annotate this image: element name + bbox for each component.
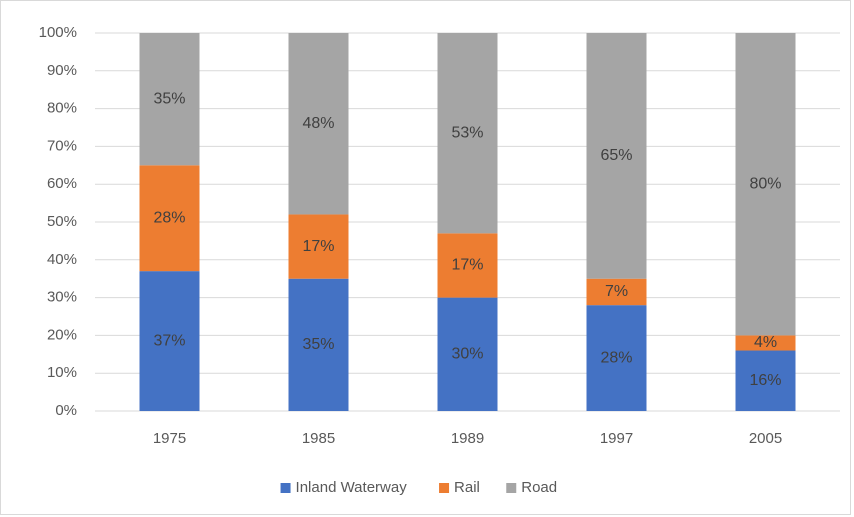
y-tick-label: 90% — [47, 62, 77, 79]
data-label: 48% — [302, 115, 334, 132]
legend-label: Rail — [454, 479, 480, 496]
data-label: 7% — [605, 283, 628, 300]
x-tick-label: 1985 — [302, 430, 335, 447]
data-label: 4% — [754, 334, 777, 351]
data-label: 17% — [451, 257, 483, 274]
bar-segment — [139, 33, 200, 166]
y-tick-label: 100% — [39, 24, 77, 41]
data-label: 35% — [153, 90, 185, 107]
x-tick-label: 1989 — [451, 430, 484, 447]
y-tick-label: 30% — [47, 289, 77, 306]
x-tick-label: 1997 — [600, 430, 633, 447]
x-tick-label: 2005 — [749, 430, 782, 447]
legend-label: Road — [521, 479, 557, 496]
bar-segment — [586, 305, 647, 411]
data-label: 35% — [302, 336, 334, 353]
bar-segment — [586, 33, 647, 279]
data-label: 37% — [153, 332, 185, 349]
legend-swatch — [506, 483, 517, 493]
y-tick-label: 10% — [47, 364, 77, 381]
data-label: 17% — [302, 238, 334, 255]
legend-swatch — [280, 483, 291, 493]
bar-segment — [139, 165, 200, 272]
data-label: 28% — [600, 349, 632, 366]
y-tick-label: 60% — [47, 175, 77, 192]
bar-segment — [437, 297, 498, 411]
y-tick-label: 50% — [47, 213, 77, 230]
bar-segment — [586, 278, 647, 306]
bar-segment — [735, 335, 796, 351]
bar-segment — [288, 214, 349, 279]
bar-segment — [139, 271, 200, 411]
data-label: 65% — [600, 147, 632, 164]
y-tick-label: 20% — [47, 326, 77, 343]
data-label: 80% — [749, 175, 781, 192]
bar-segment — [288, 278, 349, 411]
data-label: 16% — [749, 372, 781, 389]
data-label: 28% — [153, 209, 185, 226]
bar-segment — [735, 350, 796, 411]
data-label: 53% — [451, 124, 483, 141]
bar-segment — [437, 233, 498, 298]
data-label: 30% — [451, 346, 483, 363]
y-tick-label: 40% — [47, 251, 77, 268]
x-tick-label: 1975 — [153, 430, 186, 447]
y-tick-label: 80% — [47, 100, 77, 117]
y-tick-label: 0% — [55, 402, 77, 419]
bar-segment — [735, 33, 796, 336]
legend-label: Inland Waterway — [296, 479, 408, 496]
bar-segment — [437, 33, 498, 234]
legend-swatch — [439, 483, 450, 493]
bar-segment — [288, 33, 349, 215]
y-tick-label: 70% — [47, 137, 77, 154]
